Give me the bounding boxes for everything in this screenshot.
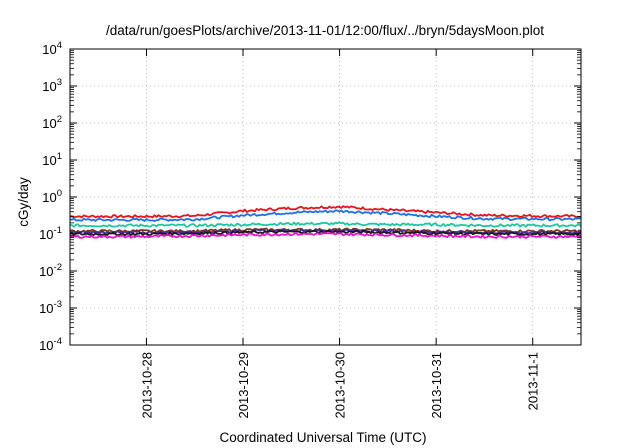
- x-axis-label: Coordinated Universal Time (UTC): [219, 430, 426, 445]
- x-tick-label: 2013-10-31: [429, 352, 444, 419]
- x-tick-label: 2013-10-29: [236, 352, 251, 419]
- series-lines: [69, 205, 582, 239]
- x-tick-label: 2013-10-28: [139, 352, 154, 419]
- x-axis-ticks: 2013-10-28 2013-10-29 2013-10-30 2013-10-31…: [139, 49, 541, 419]
- x-tick-label: 2013-10-30: [333, 352, 348, 419]
- y-tick-label: 100: [42, 188, 62, 205]
- y-tick-label: 103: [42, 77, 62, 94]
- y-tick-label: 102: [42, 114, 62, 131]
- series-line: [69, 231, 582, 239]
- y-tick-label: 10-4: [39, 336, 62, 353]
- chart-title: /data/run/goesPlots/archive/2013-11-01/1…: [106, 23, 544, 38]
- series-line: [69, 221, 582, 228]
- y-tick-label: 10-1: [39, 225, 62, 242]
- grid: [70, 49, 581, 345]
- y-axis-label: cGy/day: [16, 177, 31, 227]
- series-line: [69, 205, 582, 219]
- series-line: [69, 229, 582, 237]
- y-tick-label: 10-3: [39, 299, 62, 316]
- y-tick-label: 104: [42, 40, 62, 57]
- x-tick-label: 2013-11-1: [526, 352, 541, 410]
- y-tick-label: 101: [42, 151, 62, 168]
- y-axis-ticks: 10-4 10-3 10-2 10-1 100 101 102 103 104: [39, 40, 581, 353]
- series-line: [69, 209, 582, 222]
- y-tick-label: 10-2: [39, 262, 62, 279]
